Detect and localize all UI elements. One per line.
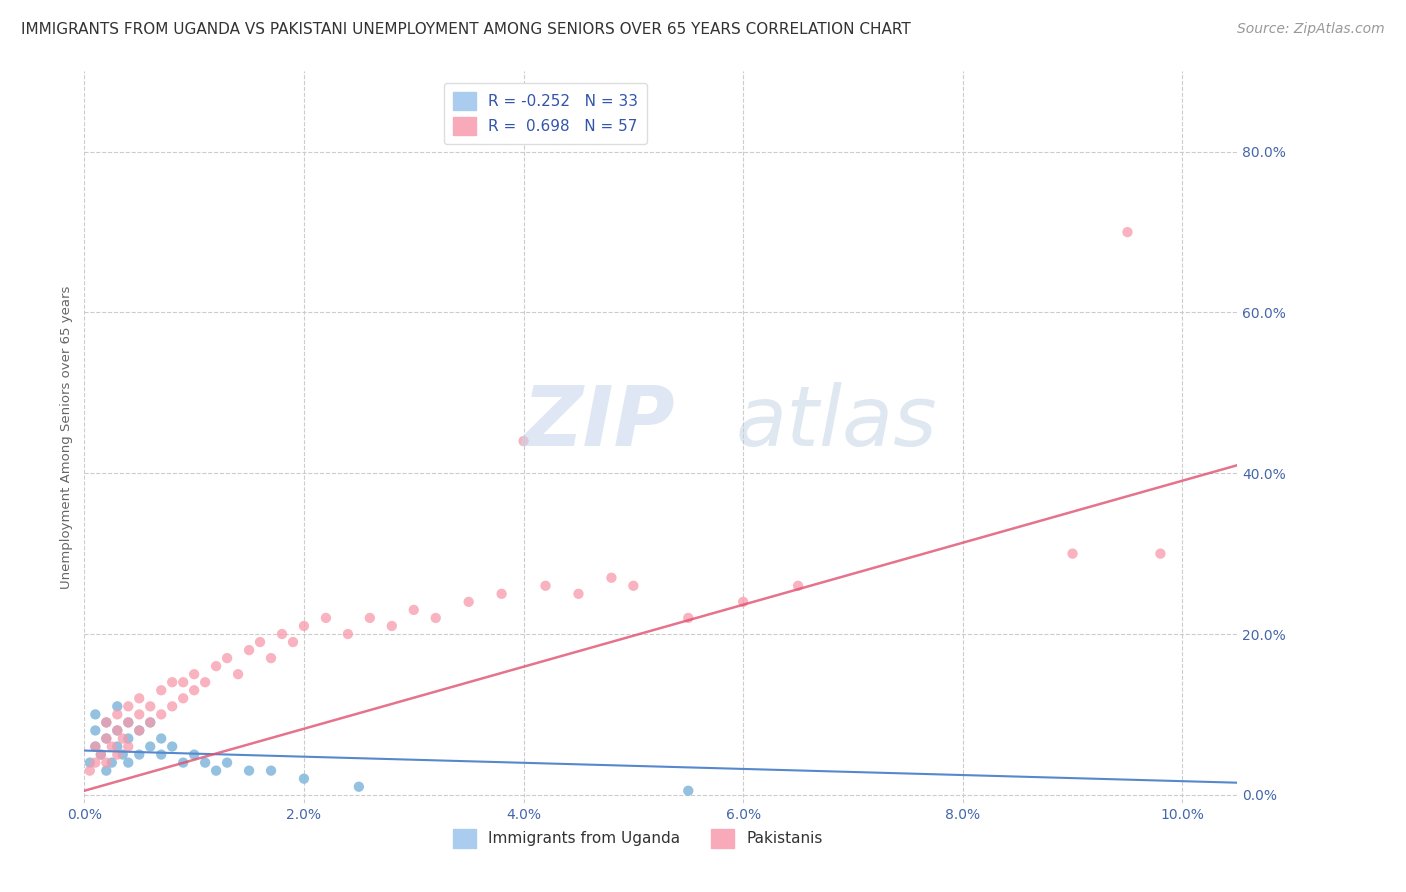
- Point: [111, 731, 134, 746]
- Point: [79, 764, 101, 778]
- Point: [90, 747, 112, 762]
- Point: [217, 756, 239, 770]
- Point: [117, 731, 139, 746]
- Point: [150, 683, 173, 698]
- Point: [292, 619, 315, 633]
- Point: [117, 756, 139, 770]
- Point: [90, 747, 112, 762]
- Point: [347, 780, 370, 794]
- Point: [96, 715, 118, 730]
- Text: ZIP: ZIP: [523, 382, 675, 463]
- Point: [128, 707, 150, 722]
- Point: [238, 643, 260, 657]
- Point: [101, 739, 124, 754]
- Point: [183, 747, 205, 762]
- Point: [172, 691, 194, 706]
- Point: [260, 651, 283, 665]
- Point: [105, 747, 128, 762]
- Point: [678, 783, 700, 797]
- Point: [105, 739, 128, 754]
- Point: [96, 731, 118, 746]
- Point: [128, 691, 150, 706]
- Point: [150, 747, 173, 762]
- Point: [117, 715, 139, 730]
- Point: [205, 764, 228, 778]
- Point: [315, 611, 337, 625]
- Point: [105, 723, 128, 738]
- Point: [381, 619, 404, 633]
- Point: [359, 611, 381, 625]
- Y-axis label: Unemployment Among Seniors over 65 years: Unemployment Among Seniors over 65 years: [60, 285, 73, 589]
- Point: [425, 611, 447, 625]
- Point: [567, 587, 589, 601]
- Point: [160, 675, 183, 690]
- Point: [160, 699, 183, 714]
- Text: Source: ZipAtlas.com: Source: ZipAtlas.com: [1237, 22, 1385, 37]
- Point: [600, 571, 623, 585]
- Point: [336, 627, 359, 641]
- Point: [281, 635, 304, 649]
- Point: [491, 587, 513, 601]
- Point: [117, 739, 139, 754]
- Point: [512, 434, 534, 449]
- Point: [105, 699, 128, 714]
- Point: [402, 603, 425, 617]
- Point: [96, 764, 118, 778]
- Point: [128, 723, 150, 738]
- Point: [150, 731, 173, 746]
- Point: [150, 707, 173, 722]
- Point: [84, 756, 107, 770]
- Point: [226, 667, 249, 681]
- Point: [139, 739, 162, 754]
- Point: [96, 731, 118, 746]
- Point: [733, 595, 755, 609]
- Point: [111, 747, 134, 762]
- Point: [105, 723, 128, 738]
- Point: [1062, 547, 1084, 561]
- Point: [172, 756, 194, 770]
- Point: [84, 739, 107, 754]
- Point: [194, 756, 217, 770]
- Point: [260, 764, 283, 778]
- Point: [84, 723, 107, 738]
- Point: [238, 764, 260, 778]
- Point: [172, 675, 194, 690]
- Point: [105, 707, 128, 722]
- Point: [101, 756, 124, 770]
- Point: [139, 715, 162, 730]
- Point: [96, 715, 118, 730]
- Point: [534, 579, 557, 593]
- Point: [194, 675, 217, 690]
- Point: [160, 739, 183, 754]
- Point: [183, 683, 205, 698]
- Point: [84, 739, 107, 754]
- Point: [621, 579, 644, 593]
- Point: [249, 635, 271, 649]
- Point: [117, 715, 139, 730]
- Point: [205, 659, 228, 673]
- Point: [457, 595, 479, 609]
- Point: [96, 756, 118, 770]
- Point: [84, 707, 107, 722]
- Point: [128, 747, 150, 762]
- Point: [139, 715, 162, 730]
- Point: [678, 611, 700, 625]
- Legend: Immigrants from Uganda, Pakistanis: Immigrants from Uganda, Pakistanis: [447, 822, 828, 854]
- Point: [1149, 547, 1171, 561]
- Point: [787, 579, 810, 593]
- Point: [217, 651, 239, 665]
- Text: atlas: atlas: [735, 382, 938, 463]
- Point: [271, 627, 294, 641]
- Point: [117, 699, 139, 714]
- Point: [128, 723, 150, 738]
- Point: [79, 756, 101, 770]
- Point: [183, 667, 205, 681]
- Point: [1116, 225, 1139, 239]
- Point: [139, 699, 162, 714]
- Text: IMMIGRANTS FROM UGANDA VS PAKISTANI UNEMPLOYMENT AMONG SENIORS OVER 65 YEARS COR: IMMIGRANTS FROM UGANDA VS PAKISTANI UNEM…: [21, 22, 911, 37]
- Point: [292, 772, 315, 786]
